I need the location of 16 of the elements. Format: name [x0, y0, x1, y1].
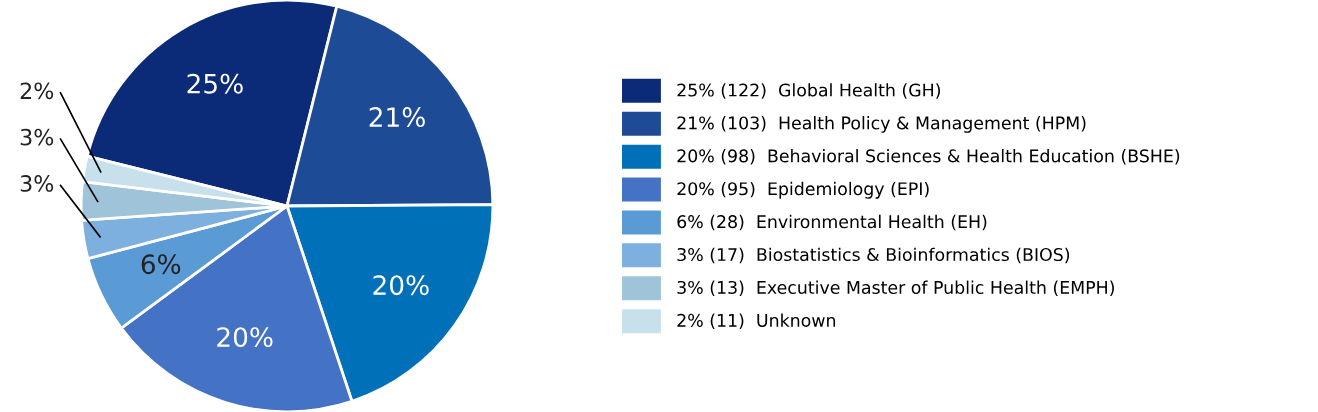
data-label: 2% — [20, 82, 54, 100]
legend-label: 6% (28) Environmental Health (EH) — [677, 214, 987, 231]
legend-label: 3% (17) Biostatistics & Bioinformatics (BIOS) — [677, 247, 1070, 264]
data-label: 25% — [187, 73, 243, 94]
data-label: 6% — [141, 254, 181, 275]
data-label: 3% — [20, 175, 54, 192]
data-label: 21% — [369, 107, 425, 128]
data-label: 20% — [217, 327, 273, 348]
legend-label: 25% (122) Global Health (GH) — [677, 83, 940, 99]
legend-label: 2% (11) Unknown — [677, 313, 836, 329]
legend-label: 3% (13) Executive Master of Public Health (EMPH) — [677, 280, 1114, 297]
legend-label: 21% (103) Health Policy & Management (HPM) — [677, 116, 1086, 133]
data-label: 3% — [20, 128, 54, 146]
data-label: 20% — [373, 275, 429, 296]
legend-label: 20% (98) Behavioral Sciences & Health Education (BSHE) — [677, 148, 1180, 165]
legend-label: 20% (95) Epidemiology (EPI) — [677, 181, 929, 199]
